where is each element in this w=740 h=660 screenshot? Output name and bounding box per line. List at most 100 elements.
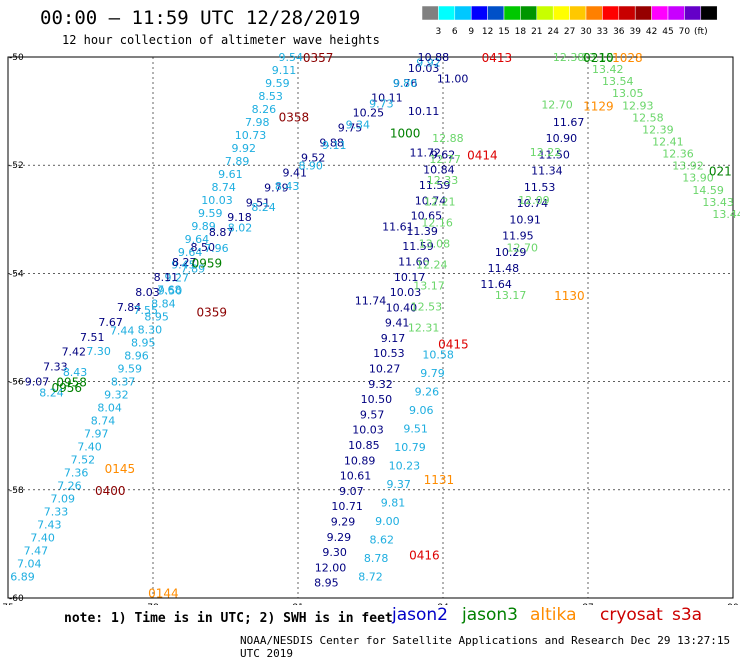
wave-height-label: 9.92 [232, 142, 257, 155]
wave-height-label: 8.50 [190, 241, 215, 254]
wave-height-label: 8.27 [172, 256, 197, 269]
wave-height-label: 10.27 [369, 363, 401, 376]
wave-height-label: 9.81 [381, 496, 406, 509]
wave-height-label: 11.53 [524, 181, 556, 194]
wave-height-label: 9.59 [265, 77, 290, 90]
pass-time-label: 0357 [303, 51, 334, 65]
wave-height-label: 8.03 [135, 286, 160, 299]
wave-height-label: 9.62 [431, 148, 456, 161]
wave-height-label: 8.24 [251, 201, 276, 214]
colorbar-label: 18 [515, 27, 527, 36]
wave-height-label: 9.59 [198, 207, 223, 220]
wave-height-label: 8.43 [275, 180, 300, 193]
wave-height-label: 13.05 [612, 87, 644, 100]
note-text: note: 1) Time is in UTC; 2) SWH is in fe… [64, 611, 393, 626]
wave-height-label: 13.90 [682, 172, 714, 185]
wave-height-label: 9.50 [158, 285, 183, 298]
wave-height-label: 12.70 [541, 99, 573, 112]
pass-time-label: 0145 [105, 462, 136, 476]
wave-height-label: 9.51 [403, 422, 428, 435]
wave-height-label: 7.52 [71, 454, 96, 467]
legend-altika: altika [530, 605, 577, 625]
colorbar-label: 15 [498, 27, 509, 36]
wave-height-label: 7.40 [77, 441, 102, 454]
wave-height-label: 10.53 [373, 347, 405, 360]
wave-height-label: 12.70 [507, 241, 539, 254]
wave-height-label: 8.96 [124, 350, 149, 363]
wave-height-label: 8.72 [358, 570, 383, 583]
wave-height-label: 10.84 [423, 164, 455, 177]
wave-height-label: 9.52 [301, 151, 326, 164]
pass-time-label: 0414 [467, 148, 498, 162]
wave-height-label: 8.95 [144, 311, 169, 324]
wave-height-label: 7.96 [204, 242, 229, 255]
wave-height-label: 9.30 [322, 546, 347, 559]
wave-height-label: 8.74 [211, 181, 236, 194]
colorbar-label: 42 [646, 27, 657, 36]
wave-height-label: 7.40 [30, 531, 55, 544]
wave-height-label: 10.65 [411, 210, 443, 223]
wave-height-label: 7.44 [110, 325, 135, 338]
wave-height-label: 12.24 [416, 258, 448, 271]
wave-height-label: 10.88 [418, 51, 450, 64]
wave-height-label: 11.64 [480, 278, 512, 291]
pass-time-label: 0959 [192, 257, 223, 271]
wave-height-label: 8.04 [97, 402, 122, 415]
wave-height-label: 8.87 [209, 226, 234, 239]
wave-height-label: 9.07 [25, 376, 50, 389]
wave-height-label: 10.89 [344, 454, 376, 467]
wave-height-label: 8.78 [364, 552, 389, 565]
wave-height-label: 9.18 [227, 211, 252, 224]
wave-height-label: 11.50 [538, 148, 570, 161]
wave-height-label: 7.26 [57, 479, 82, 492]
wave-height-label: 9.17 [381, 332, 406, 345]
colorbar-label: 3 [436, 27, 442, 36]
wave-height-label: 12.00 [315, 561, 347, 574]
wave-height-label: 10.40 [386, 301, 418, 314]
wave-height-label: 11.72 [410, 147, 442, 160]
pass-time-label: 021 [709, 165, 732, 179]
wave-height-label: 13.17 [413, 279, 445, 292]
wave-height-label: 10.90 [546, 132, 578, 145]
wave-height-label: 9.32 [368, 378, 393, 391]
wave-height-label: 11.39 [406, 225, 438, 238]
wave-height-label: 9.76 [393, 77, 418, 90]
colorbar-label: 6 [452, 27, 458, 36]
wave-height-label: 7.84 [117, 301, 142, 314]
wave-height-label: 9.79 [264, 181, 289, 194]
legend-cryosat: cryosat [600, 605, 663, 625]
wave-height-label: 10.23 [389, 459, 421, 472]
legend-s3a: s3a [672, 605, 703, 625]
wave-height-label: 13.54 [602, 75, 634, 88]
wave-height-label: 12.77 [429, 153, 461, 166]
wave-height-label: 9.61 [218, 168, 243, 181]
colorbar-label: 33 [597, 27, 608, 36]
wave-height-label: 12.41 [652, 135, 684, 148]
wave-height-label: 8.24 [39, 386, 64, 399]
wave-height-label: 9.11 [322, 139, 347, 152]
wave-height-label: 8.11 [154, 271, 179, 284]
wave-height-label: 9.00 [375, 515, 400, 528]
wave-height-label: 9.34 [346, 118, 371, 131]
wave-height-label: 10.71 [331, 500, 363, 513]
wave-height-label: 13.43 [702, 196, 734, 209]
colorbar-label: 45 [662, 27, 673, 36]
pass-time-label: 0358 [279, 111, 310, 125]
colorbar-label: 27 [564, 27, 575, 36]
wave-height-label: 9.75 [338, 122, 363, 135]
pass-time-label: 0956 [52, 381, 83, 395]
wave-height-label: 7.33 [44, 505, 69, 518]
pass-time-label: 0144 [148, 587, 179, 601]
wave-height-label: 7.36 [64, 466, 89, 479]
wave-height-label: 10.61 [340, 470, 372, 483]
colorbar-label: 70 [679, 27, 691, 36]
wave-height-label: 8.53 [258, 90, 283, 103]
wave-height-label: 7.55 [134, 304, 159, 317]
wave-height-label: 13.92 [672, 160, 704, 173]
colorbar-label: 39 [629, 27, 641, 36]
wave-height-label: 7.30 [86, 345, 111, 358]
wave-height-label: 9.92 [416, 56, 441, 69]
y-tick-label: -50 [9, 53, 24, 63]
wave-height-label: 10.03 [352, 424, 384, 437]
colorbar-label: 30 [580, 27, 592, 36]
